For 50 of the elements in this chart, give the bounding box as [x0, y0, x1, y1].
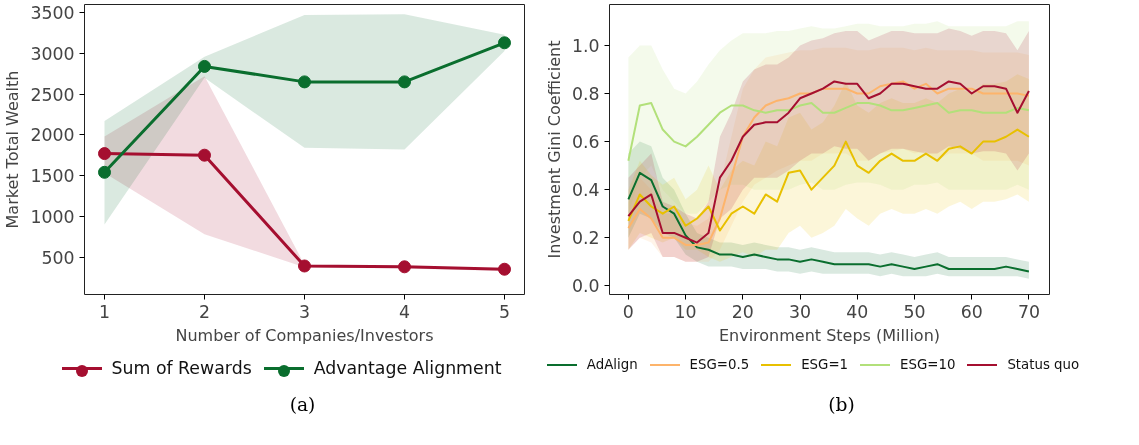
y-tick-label: 0.0: [571, 276, 600, 297]
point: [498, 262, 511, 276]
y-tick-label: 500: [41, 247, 75, 268]
legend-label: Status quo: [1007, 356, 1080, 375]
point: [198, 59, 211, 73]
y-tick-label: 1500: [30, 166, 75, 187]
y-axis-title: Investment Gini Coefficient: [544, 40, 564, 259]
x-tick-label: 5: [498, 301, 511, 322]
text: (b): [828, 393, 855, 417]
y-axis-title: Market Total Wealth: [3, 70, 23, 229]
y-tick-label: 3500: [30, 3, 75, 24]
point: [198, 148, 211, 162]
legend-label: AdAlign: [586, 356, 638, 375]
x-tick-label: 1: [98, 301, 111, 322]
y-tick-label: 0.4: [571, 180, 600, 201]
y-tick-label: 3000: [30, 43, 75, 64]
point: [98, 165, 111, 179]
legend-label: Advantage Alignment: [313, 357, 502, 381]
x-tick-label: 70: [1017, 301, 1040, 322]
legend-label: ESG=1: [801, 356, 849, 375]
y-tick-label: 2000: [30, 125, 75, 146]
legend-label: ESG=10: [900, 356, 956, 375]
y-tick-label: 0.2: [571, 228, 600, 249]
point: [98, 147, 111, 161]
y-tick-label: 1.0: [571, 35, 600, 56]
line-series: [627, 171, 1030, 273]
y-tick-label: 0.8: [571, 83, 600, 104]
text: (a): [289, 393, 316, 417]
legend-label: Sum of Rewards: [111, 357, 252, 381]
x-axis-title: Environment Steps (Million): [718, 325, 941, 345]
x-tick-label: 30: [789, 301, 812, 322]
y-tick-label: 2500: [30, 84, 75, 105]
x-tick-label: 20: [731, 301, 754, 322]
line-series: [627, 128, 1030, 232]
x-tick-label: 50: [903, 301, 926, 322]
point: [298, 75, 311, 89]
x-tick-label: 40: [846, 301, 869, 322]
point: [498, 36, 511, 50]
legend-label: ESG=0.5: [689, 356, 750, 375]
y-tick-label: 1000: [30, 206, 75, 227]
x-tick-label: 3: [298, 301, 311, 322]
y-tick-label: 0.6: [571, 132, 600, 153]
x-tick-label: 2: [198, 301, 211, 322]
x-tick-label: 0: [622, 301, 634, 322]
line-series: [627, 102, 1030, 162]
x-tick-label: 4: [398, 301, 411, 322]
point: [398, 75, 411, 89]
x-tick-label: 10: [674, 301, 697, 322]
x-axis-title: Number of Companies/Investors: [175, 325, 434, 345]
x-tick-label: 60: [960, 301, 983, 322]
